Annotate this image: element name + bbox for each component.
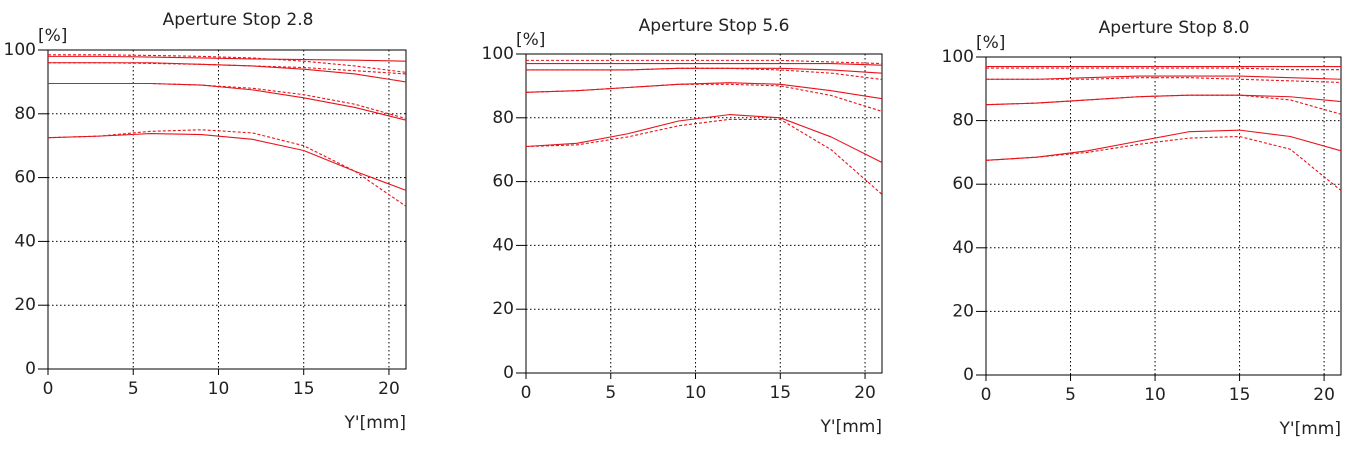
- y-tick-label: 60: [492, 172, 514, 192]
- mtf-curve: [525, 83, 883, 112]
- mtf-curve: [48, 54, 407, 73]
- y-tick-label: 80: [492, 108, 514, 128]
- y-tick-label: 40: [952, 238, 974, 258]
- x-tick-label: 20: [854, 383, 876, 403]
- chart-title: Aperture Stop 2.8: [163, 10, 314, 30]
- mtf-curve: [986, 77, 1342, 83]
- x-tick-label: 20: [1313, 385, 1335, 405]
- y-tick-label: 100: [482, 44, 514, 64]
- mtf-curve: [986, 67, 1341, 71]
- y-tick-label: 100: [4, 40, 36, 60]
- x-tick-label: 20: [378, 379, 400, 399]
- y-tick-label: 20: [14, 295, 36, 315]
- y-axis-label: [%]: [38, 26, 67, 46]
- plot-frame: [985, 56, 1342, 376]
- x-tick-label: 10: [1144, 385, 1166, 405]
- mtf-curve: [47, 129, 407, 207]
- chart-title: Aperture Stop 5.6: [639, 16, 790, 36]
- mtf-curve: [985, 94, 1342, 115]
- x-tick-label: 5: [605, 383, 616, 403]
- mtf-curve: [526, 67, 883, 74]
- y-tick-label: 80: [14, 104, 36, 124]
- y-tick-label: 20: [492, 299, 514, 319]
- mtf-curve: [526, 67, 883, 81]
- mtf-curve: [47, 133, 407, 191]
- y-axis-label: [%]: [976, 33, 1005, 53]
- mtf-curve: [525, 118, 883, 195]
- x-tick-label: 5: [1065, 385, 1076, 405]
- mtf-curve: [526, 59, 883, 65]
- x-tick-label: 5: [128, 379, 139, 399]
- y-tick-label: 80: [952, 111, 974, 131]
- mtf-curve: [526, 63, 883, 66]
- y-tick-label: 0: [503, 363, 514, 383]
- mtf-curve: [48, 55, 407, 62]
- y-tick-label: 20: [952, 301, 974, 321]
- y-tick-label: 40: [492, 235, 514, 255]
- x-tick-label: 0: [521, 383, 532, 403]
- plot-frame: [525, 53, 883, 374]
- mtf-curve: [525, 114, 883, 163]
- x-tick-label: 10: [685, 383, 707, 403]
- y-tick-label: 60: [952, 174, 974, 194]
- mtf-curve: [48, 62, 407, 83]
- mtf-curve: [525, 82, 883, 100]
- y-tick-label: 40: [14, 231, 36, 251]
- mtf-curve: [48, 82, 407, 121]
- x-tick-label: 15: [293, 379, 315, 399]
- x-axis-label: Y'[mm]: [344, 413, 406, 433]
- mtf-curve: [985, 129, 1342, 161]
- x-axis-label: Y'[mm]: [1279, 419, 1341, 439]
- y-tick-label: 0: [963, 365, 974, 385]
- mtf-curve: [985, 135, 1342, 191]
- x-tick-label: 0: [981, 385, 992, 405]
- x-tick-label: 0: [43, 379, 54, 399]
- x-tick-label: 15: [769, 383, 791, 403]
- chart-title: Aperture Stop 8.0: [1099, 18, 1250, 38]
- mtf-curve: [986, 75, 1342, 80]
- y-tick-label: 60: [14, 168, 36, 188]
- mtf-curve: [48, 62, 407, 75]
- x-tick-label: 10: [208, 379, 230, 399]
- y-axis-label: [%]: [516, 30, 545, 50]
- x-tick-label: 15: [1229, 385, 1251, 405]
- x-axis-label: Y'[mm]: [820, 417, 882, 437]
- plot-frame: [47, 49, 407, 370]
- y-tick-label: 0: [25, 359, 36, 379]
- y-tick-label: 100: [942, 47, 974, 67]
